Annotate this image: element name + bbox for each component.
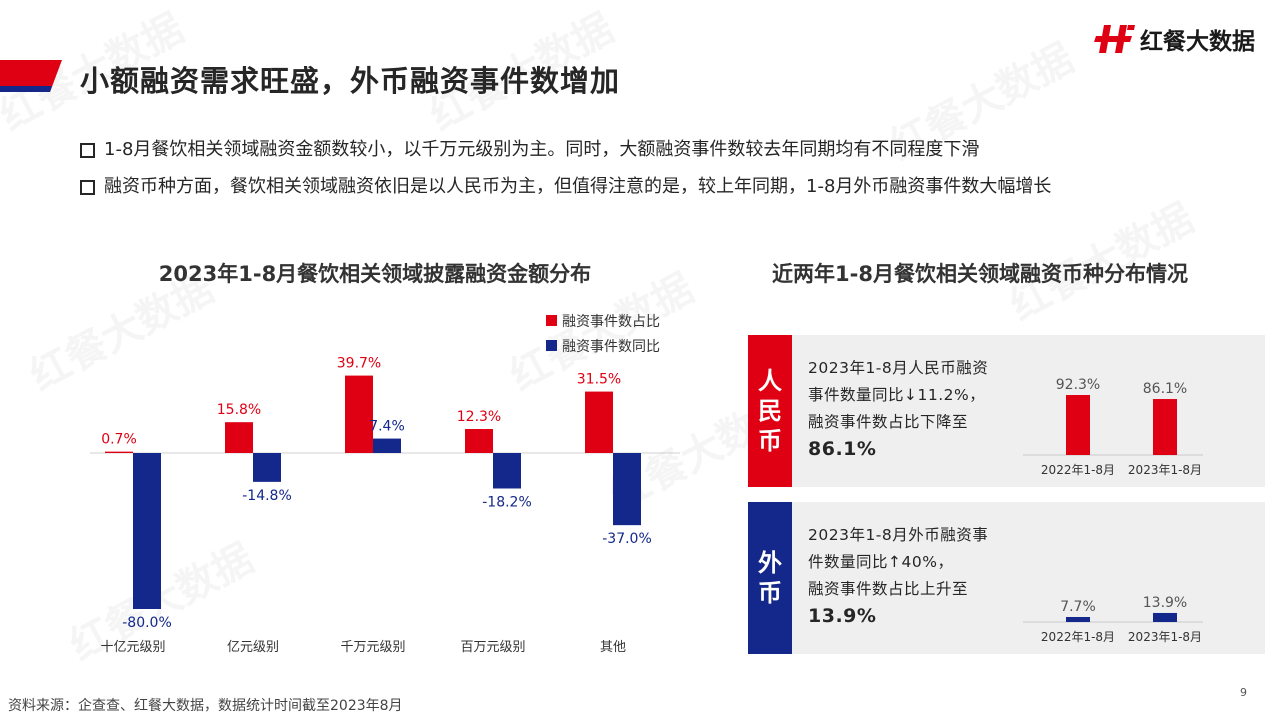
bar-yoy xyxy=(373,438,401,453)
checkbox-square-icon xyxy=(80,143,95,158)
data-label: -14.8% xyxy=(242,488,292,504)
panel-description: 2023年1-8月人民币融资 事件数量同比↓11.2%， 融资事件数占比下降至 … xyxy=(808,355,1018,463)
brand-logo: 红餐大数据 xyxy=(1094,22,1255,56)
panel-text-line: 事件数量同比↓11.2%， xyxy=(808,386,986,404)
x-tick-label: 千万元级别 xyxy=(340,640,405,655)
panel-text-line: 件数量同比↑40%， xyxy=(808,553,954,571)
panel-band-foreign: 外 币 xyxy=(748,502,792,654)
x-tick-label: 百万元级别 xyxy=(460,640,525,655)
main-bar-chart: 0.7% -80.0% 十亿元级别 15.8% -14.8% 亿元级别 39.7% 7.4% 千… xyxy=(90,356,680,655)
panel-text-line: 融资事件数占比下降至 xyxy=(808,413,969,431)
mini-data-label: 13.9% xyxy=(1143,595,1187,611)
data-label: -37.0% xyxy=(602,531,652,547)
bar-share xyxy=(225,422,253,453)
data-label: 7.4% xyxy=(369,419,405,435)
left-chart-title: 2023年1-8月餐饮相关领域披露融资金额分布 xyxy=(158,262,592,286)
mini-bar xyxy=(1066,616,1090,622)
legend-swatch-red xyxy=(546,315,557,326)
title-accent-stripe xyxy=(0,60,62,92)
bullet-2: 融资币种方面，餐饮相关领域融资依旧是以人民币为主，但值得注意的是，较上年同期，1… xyxy=(80,174,1200,200)
data-label: 31.5% xyxy=(577,372,621,388)
x-tick-label: 十亿元级别 xyxy=(100,640,165,655)
rmb-mini-bar-chart: 92.3% 2022年1-8月 86.1% 2023年1-8月 xyxy=(1023,377,1203,477)
mini-bar xyxy=(1153,612,1177,622)
legend-label: 融资事件数占比 xyxy=(562,313,660,330)
bar-yoy xyxy=(253,453,281,482)
panel-highlight-value: 86.1% xyxy=(808,438,877,460)
page-title: 小额融资需求旺盛，外币融资事件数增加 xyxy=(80,64,621,98)
band-char: 人 xyxy=(758,367,782,395)
legend-label: 融资事件数同比 xyxy=(562,338,660,355)
bullet-1: 1-8月餐饮相关领域融资金额数较小，以千万元级别为主。同时，大额融资事件数较去年… xyxy=(80,137,1200,163)
bullet-text: 融资币种方面，餐饮相关领域融资依旧是以人民币为主，但值得注意的是，较上年同期，1… xyxy=(104,176,1052,197)
data-label: 0.7% xyxy=(101,432,137,448)
data-label: -80.0% xyxy=(122,615,172,631)
panel-foreign: 外 币 2023年1-8月外币融资事 件数量同比↑40%， 融资事件数占比上升至… xyxy=(748,502,1265,654)
mini-x-label: 2023年1-8月 xyxy=(1128,463,1202,477)
data-label: 15.8% xyxy=(217,402,261,418)
mini-data-label: 92.3% xyxy=(1056,377,1100,393)
panel-text-line: 2023年1-8月人民币融资 xyxy=(808,359,989,377)
mini-x-label: 2022年1-8月 xyxy=(1041,630,1115,644)
bar-yoy xyxy=(613,453,641,526)
panel-text-line: 2023年1-8月外币融资事 xyxy=(808,526,989,544)
source-note: 资料来源：企查查、红餐大数据，数据统计时间截至2023年8月 xyxy=(8,698,403,714)
mini-x-label: 2022年1-8月 xyxy=(1041,463,1115,477)
mini-x-label: 2023年1-8月 xyxy=(1128,630,1202,644)
legend-swatch-blue xyxy=(546,340,557,351)
chart-legend: 融资事件数占比 融资事件数同比 xyxy=(546,308,660,358)
data-label: 12.3% xyxy=(457,409,501,425)
right-chart-title: 近两年1-8月餐饮相关领域融资币种分布情况 xyxy=(772,262,1188,286)
x-tick-label: 亿元级别 xyxy=(227,640,279,655)
band-char: 外 xyxy=(758,549,782,577)
checkbox-square-icon xyxy=(80,180,95,195)
mini-data-label: 7.7% xyxy=(1060,599,1096,615)
bar-share xyxy=(345,375,373,453)
legend-item: 融资事件数同比 xyxy=(546,333,660,358)
bullet-text: 1-8月餐饮相关领域融资金额数较小，以千万元级别为主。同时，大额融资事件数较去年… xyxy=(104,139,980,160)
bar-share xyxy=(465,429,493,453)
foreign-mini-bar-chart: 7.7% 2022年1-8月 13.9% 2023年1-8月 xyxy=(1023,595,1203,644)
panel-rmb: 人 民 币 2023年1-8月人民币融资 事件数量同比↓11.2%， 融资事件数… xyxy=(748,335,1265,487)
panel-text-line: 融资事件数占比上升至 xyxy=(808,580,969,598)
x-tick-label: 其他 xyxy=(600,640,626,655)
band-char: 币 xyxy=(758,579,782,607)
panel-description: 2023年1-8月外币融资事 件数量同比↑40%， 融资事件数占比上升至 13.… xyxy=(808,522,1018,630)
band-char: 币 xyxy=(758,427,782,455)
mini-bar xyxy=(1153,399,1177,455)
legend-item: 融资事件数占比 xyxy=(546,308,660,333)
data-label: 39.7% xyxy=(337,356,381,372)
panel-highlight-value: 13.9% xyxy=(808,605,877,627)
bar-yoy xyxy=(133,453,161,609)
bar-yoy xyxy=(493,453,521,489)
watermark: 红餐大数据 xyxy=(1002,195,1201,330)
brand-h-icon xyxy=(1094,25,1135,53)
data-label: -18.2% xyxy=(482,494,532,510)
page-number: 9 xyxy=(1240,686,1247,699)
panel-band-rmb: 人 民 币 xyxy=(748,335,792,487)
band-char: 民 xyxy=(758,397,782,425)
bar-share xyxy=(585,391,613,453)
mini-data-label: 86.1% xyxy=(1143,381,1187,397)
bar-share xyxy=(105,451,133,453)
brand-name: 红餐大数据 xyxy=(1140,29,1255,55)
mini-bar xyxy=(1066,395,1090,455)
